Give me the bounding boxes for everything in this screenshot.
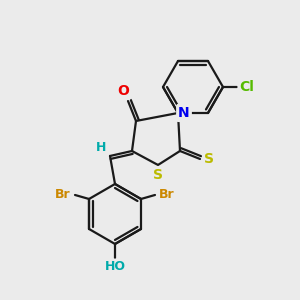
Text: H: H: [96, 142, 106, 154]
Text: S: S: [204, 152, 214, 166]
Text: S: S: [153, 168, 163, 182]
Text: HO: HO: [104, 260, 125, 274]
Text: N: N: [178, 106, 190, 120]
Text: Br: Br: [55, 188, 71, 202]
Text: Br: Br: [159, 188, 175, 202]
Text: Cl: Cl: [240, 80, 254, 94]
Text: O: O: [117, 84, 129, 98]
